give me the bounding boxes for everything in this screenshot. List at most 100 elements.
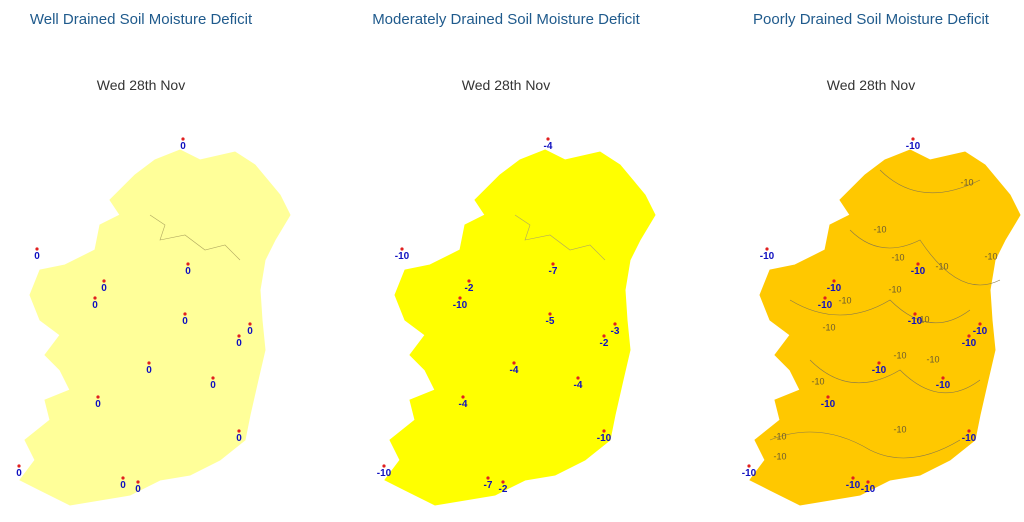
station-dot	[186, 262, 190, 266]
station-value: -10	[827, 283, 842, 294]
station-dot	[548, 312, 552, 316]
station-value: -10	[453, 300, 468, 311]
border-line	[514, 214, 606, 261]
station-dot	[93, 296, 97, 300]
station-dot	[183, 312, 187, 316]
panel-title: Moderately Drained Soil Moisture Deficit	[372, 11, 640, 28]
station-value: -10	[846, 480, 861, 491]
station-value: -10	[936, 380, 951, 391]
station-value: 0	[101, 283, 107, 294]
station-dot	[877, 361, 881, 365]
station-dot	[102, 279, 106, 283]
station-value: 0	[180, 141, 186, 152]
station-dot	[941, 376, 945, 380]
station-value: -10	[818, 300, 833, 311]
station-dot	[602, 429, 606, 433]
station-value: -10	[821, 399, 836, 410]
station-dot	[546, 137, 550, 141]
station-value: -10	[377, 468, 392, 479]
station-value: 0	[95, 399, 101, 410]
station-dot	[765, 247, 769, 251]
panel-date: Wed 28th Nov	[827, 77, 915, 93]
contour-label: -10	[926, 354, 939, 364]
station-dot	[237, 429, 241, 433]
panel-date: Wed 28th Nov	[97, 77, 185, 93]
station-dot	[747, 464, 751, 468]
contour-label: -10	[935, 261, 948, 271]
station-dot	[978, 322, 982, 326]
station-dot	[967, 429, 971, 433]
station-dot	[826, 395, 830, 399]
station-value: -4	[544, 141, 553, 152]
station-value: 0	[92, 300, 98, 311]
contour-label: -10	[893, 424, 906, 434]
station-value: 0	[16, 468, 22, 479]
station-value: -10	[911, 266, 926, 277]
contour-label: -10	[891, 252, 904, 262]
station-value: 0	[120, 480, 126, 491]
station-value: 0	[34, 251, 40, 262]
station-dot	[248, 322, 252, 326]
station-value: -10	[906, 141, 921, 152]
station-dot	[913, 312, 917, 316]
station-dot	[400, 247, 404, 251]
station-value: -4	[510, 365, 519, 376]
contour-label: -10	[893, 350, 906, 360]
station-value: 0	[185, 266, 191, 277]
station-dot	[35, 247, 39, 251]
station-value: 0	[146, 365, 152, 376]
panel-title: Poorly Drained Soil Moisture Deficit	[753, 11, 990, 28]
contour-label: -10	[838, 295, 851, 305]
station-dot	[602, 334, 606, 338]
station-dot	[458, 296, 462, 300]
panel-date: Wed 28th Nov	[462, 77, 550, 93]
contour-line	[879, 169, 981, 194]
station-value: -10	[908, 316, 923, 327]
station-value: 0	[236, 433, 242, 444]
station-value: -10	[872, 365, 887, 376]
station-dot	[467, 279, 471, 283]
station-value: -7	[484, 480, 493, 491]
contour-label: -10	[811, 376, 824, 386]
contour-line	[789, 299, 971, 324]
station-dot	[613, 322, 617, 326]
station-value: -5	[546, 316, 555, 327]
station-value: -10	[395, 251, 410, 262]
contour-line	[769, 431, 961, 459]
station-value: 0	[210, 380, 216, 391]
contour-label: -10	[773, 431, 786, 441]
station-value: -2	[465, 283, 474, 294]
station-dot	[136, 480, 140, 484]
station-value: -2	[499, 484, 508, 495]
station-value: 0	[236, 338, 242, 349]
station-dot	[916, 262, 920, 266]
station-dot	[576, 376, 580, 380]
station-dot	[551, 262, 555, 266]
station-dot	[851, 476, 855, 480]
station-dot	[967, 334, 971, 338]
station-dot	[147, 361, 151, 365]
station-dot	[461, 395, 465, 399]
station-value: -10	[973, 326, 988, 337]
station-dot	[501, 480, 505, 484]
station-dot	[382, 464, 386, 468]
station-dot	[486, 476, 490, 480]
station-value: 0	[247, 326, 253, 337]
station-value: -10	[861, 484, 876, 495]
contour-label: -10	[916, 314, 929, 324]
station-value: 0	[182, 316, 188, 327]
station-value: -2	[600, 338, 609, 349]
contour-label: -10	[873, 224, 886, 234]
station-dot	[121, 476, 125, 480]
station-value: -10	[742, 468, 757, 479]
station-dot	[866, 480, 870, 484]
contour-label: -10	[773, 451, 786, 461]
station-dot	[211, 376, 215, 380]
map-panel: Poorly Drained Soil Moisture Deficit Wed …	[742, 11, 1021, 506]
station-value: 0	[135, 484, 141, 495]
contour-line	[809, 359, 981, 394]
map-panel: Well Drained Soil Moisture Deficit Wed 28…	[16, 11, 291, 506]
station-value: -10	[760, 251, 775, 262]
station-dot	[96, 395, 100, 399]
